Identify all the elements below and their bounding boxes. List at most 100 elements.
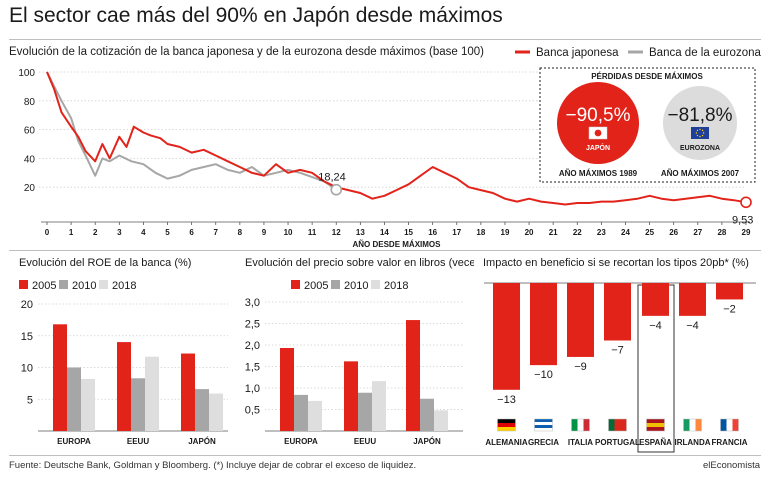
pbv-bar-chart: Evolución del precio sobre valor en libr… (245, 257, 474, 446)
flag-stripe (497, 427, 516, 431)
category-label: ITALIA (568, 438, 593, 447)
flag-stripe (646, 427, 665, 431)
category-label: GRECIA (528, 438, 559, 447)
x-tick-label: 21 (549, 228, 558, 237)
x-tick-label: 1 (69, 228, 74, 237)
x-tick-label: 0 (45, 228, 50, 237)
bar-europa-2018 (81, 378, 95, 431)
bar-value-label: −2 (723, 303, 736, 315)
category-label: JAPÓN (188, 437, 216, 446)
x-axis-title: AÑO DESDE MÁXIMOS (352, 240, 441, 249)
x-tick-label: 12 (332, 228, 341, 237)
x-tick-label: 22 (573, 228, 582, 237)
eu-flag-star-icon (702, 132, 705, 134)
eurozone-loss-value: −81,8% (668, 105, 733, 126)
y-tick-label: 40 (24, 154, 36, 165)
bar-eeuu-2018 (372, 381, 386, 431)
bar-eeuu-2005 (344, 361, 358, 431)
y-tick-label: 0,5 (245, 405, 260, 417)
flag-border (683, 418, 702, 432)
y-tick-label: 2,5 (245, 319, 260, 331)
flag-stripe (614, 419, 621, 431)
x-tick-label: 10 (284, 228, 293, 237)
bar-alemania (493, 283, 520, 390)
flag-border (571, 418, 590, 432)
category-label: FRANCIA (712, 438, 748, 447)
bar-value-label: −4 (649, 320, 662, 332)
flag-stripe (534, 425, 553, 428)
legend-swatch-2005 (291, 280, 300, 289)
flag-icon-irlanda (683, 418, 702, 432)
flag-stripe (646, 419, 665, 423)
page-subtitle: Evolución de la cotización de la banca j… (9, 46, 484, 58)
flag-stripe (720, 419, 727, 431)
eu-flag-star-icon (696, 129, 699, 132)
flag-icon-alemania (497, 418, 516, 432)
series-line-banca-eurozona (46, 71, 337, 191)
bar-value-label: −9 (574, 361, 587, 373)
x-tick-label: 24 (621, 228, 630, 237)
y-tick-label: 60 (24, 126, 36, 137)
bar-europa-2010 (294, 394, 308, 431)
flag-stripe (497, 419, 516, 423)
losses-callout: PÉRDIDAS DESDE MÁXIMOS −90,5% JAPÓN AÑO MÁX… (539, 67, 756, 183)
flag-border (534, 418, 553, 432)
main-line-chart: Banca japonesa Banca de la eurozona204060… (18, 47, 761, 249)
bar-value-label: −4 (686, 320, 699, 332)
flag-stripe (608, 419, 615, 431)
japan-flag-sun-icon (594, 129, 602, 137)
bar-europa-2005 (53, 324, 67, 431)
y-tick-label: 2,0 (245, 340, 260, 352)
flag-stripe (571, 419, 578, 431)
flag-icon-grecia (534, 418, 553, 432)
bar-eeuu-2018 (145, 356, 159, 431)
x-tick-label: 23 (597, 228, 606, 237)
flag-border (646, 418, 665, 432)
x-tick-label: 25 (645, 228, 654, 237)
chart-title: Evolución del ROE de la banca (%) (19, 257, 191, 269)
bar-japón-2018 (209, 393, 223, 431)
flag-stripe (695, 419, 702, 431)
x-tick-label: 5 (165, 228, 170, 237)
y-tick-label: 5 (27, 394, 33, 406)
flag-stripe (620, 419, 627, 431)
category-label: PORTUGAL (595, 438, 640, 447)
impact-bar-chart: Impacto en beneficio si se recortan los … (483, 257, 756, 453)
y-tick-label: 80 (24, 97, 36, 108)
category-label: EEUU (354, 437, 376, 446)
flag-stripe (683, 419, 690, 431)
category-label: ESPAÑA (639, 438, 672, 447)
legend-swatch-2010 (59, 280, 68, 289)
y-tick-label: 15 (21, 331, 33, 343)
x-tick-label: 13 (356, 228, 365, 237)
y-tick-label: 10 (21, 363, 33, 375)
category-label: IRLANDA (675, 438, 711, 447)
bar-francia (716, 283, 743, 300)
bar-japón-2010 (420, 398, 434, 431)
bar-japón-2018 (434, 410, 448, 431)
page-title: El sector cae más del 90% en Japón desde… (9, 4, 503, 27)
flag-stripe (534, 428, 553, 431)
x-tick-label: 18 (476, 228, 485, 237)
legend-swatch-2018 (371, 280, 380, 289)
flag-stripe (577, 419, 584, 431)
eurozone-max-year: AÑO MÁXIMOS 2007 (661, 169, 740, 178)
flag-stripe (732, 419, 739, 431)
eurozone-loss-label: EUROZONA (680, 145, 720, 152)
callout-title: PÉRDIDAS DESDE MÁXIMOS (591, 72, 703, 81)
eurozone-loss-circle (663, 86, 737, 160)
x-tick-label: 7 (213, 228, 218, 237)
japan-loss-label: JAPÓN (586, 143, 610, 152)
x-tick-label: 26 (669, 228, 678, 237)
roe-bar-chart: Evolución del ROE de la banca (%)2005 201… (19, 257, 228, 446)
chart-title: Evolución del precio sobre valor en libr… (245, 257, 474, 269)
flag-icon-portugal (608, 418, 627, 432)
data-label-japan: 9,53 (732, 214, 753, 226)
x-tick-label: 4 (141, 228, 146, 237)
legend-label-2010: 2010 (344, 280, 368, 292)
eu-flag-star-icon (701, 129, 704, 132)
y-tick-label: 1,0 (245, 383, 260, 395)
end-marker-eurozone (330, 183, 343, 196)
end-marker-japan (740, 196, 752, 209)
chart-title: Impacto en beneficio si se recortan los … (483, 257, 749, 269)
